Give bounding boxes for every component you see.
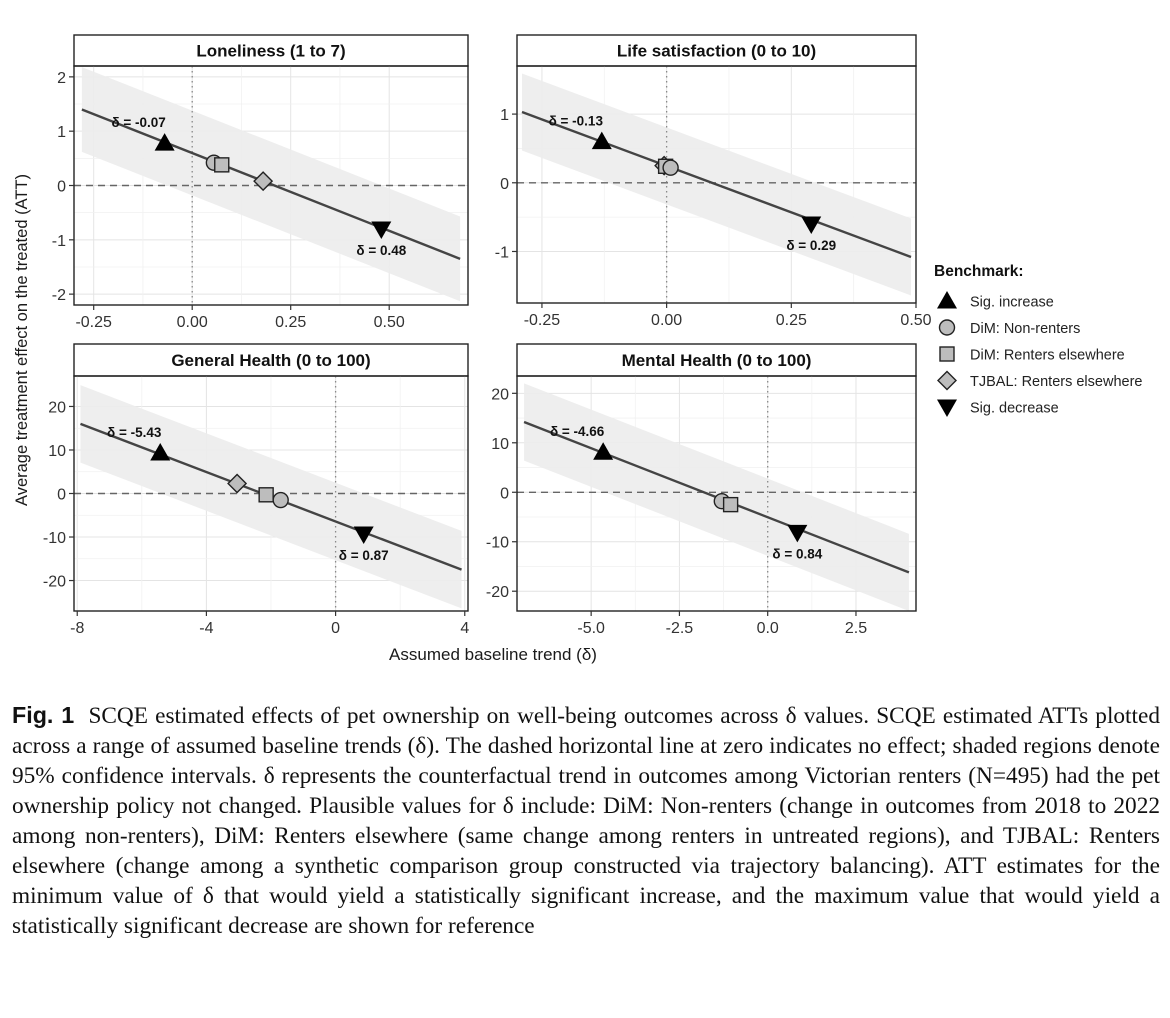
x-tick-label: -0.25: [75, 314, 112, 331]
x-tick-label: 2.5: [845, 620, 867, 637]
panel-loneliness-1-to-7: Loneliness (1 to 7) δ = -0.07 δ = 0.48 -2 -1…: [52, 34, 469, 331]
point-circle: [662, 159, 679, 176]
point-triangle-up: [593, 442, 614, 460]
square-icon: [939, 346, 955, 362]
delta-label: δ = -4.66: [550, 424, 605, 439]
x-tick-label: 0.25: [776, 312, 807, 329]
delta-label: δ = 0.87: [339, 548, 389, 563]
legend-title: Benchmark:: [934, 263, 1024, 280]
panel-title-strip: [516, 343, 917, 377]
panel-border: [516, 65, 917, 304]
y-tick-label: 0: [57, 487, 66, 504]
x-tick-label: -8: [70, 620, 84, 637]
point-square: [722, 496, 739, 513]
legend: Benchmark: Sig. increase DiM: Non-renters…: [934, 263, 1142, 417]
panel-border: [516, 375, 917, 612]
y-tick-label: 1: [500, 107, 509, 124]
legend-label: DiM: Non-renters: [970, 321, 1080, 337]
delta-label: δ = -0.07: [111, 115, 165, 130]
triangle-up-icon: [937, 291, 957, 309]
point-circle: [272, 491, 289, 509]
plot-area: [74, 66, 468, 305]
y-tick-label: -10: [486, 535, 509, 552]
x-tick-label: 0.50: [374, 314, 405, 331]
delta-label: δ = -0.13: [549, 114, 604, 129]
figure-panels: Average treatment effect on the treated …: [13, 34, 1142, 664]
panel-title-strip: [73, 34, 469, 67]
plot-area: [517, 66, 916, 303]
legend-label: Sig. decrease: [970, 401, 1059, 417]
y-tick-label: 0: [500, 176, 509, 193]
point-triangle-down: [787, 524, 808, 543]
y-tick-label: -10: [43, 530, 66, 547]
point-triangle-up: [150, 443, 171, 461]
x-tick-label: 0.00: [651, 312, 682, 329]
x-tick-label: 0: [331, 620, 340, 637]
x-tick-label: -4: [199, 620, 213, 637]
y-tick-label: -20: [43, 574, 66, 591]
y-tick-label: 20: [491, 386, 509, 403]
diamond-icon: [937, 370, 957, 391]
figure-caption: Fig. 1 SCQE estimated effects of pet own…: [12, 700, 1160, 941]
caption-text: SCQE estimated effects of pet ownership …: [12, 703, 1160, 939]
point-square: [214, 157, 230, 173]
y-tick-label: 20: [48, 399, 66, 416]
x-tick-label: 0.50: [900, 312, 931, 329]
point-triangle-up: [154, 133, 175, 151]
y-tick-label: 0: [57, 179, 66, 196]
legend-label: TJBAL: Renters elsewhere: [970, 374, 1142, 390]
x-tick-label: 0.25: [275, 314, 306, 331]
y-tick-label: -20: [486, 584, 509, 601]
att-line: [81, 108, 461, 260]
panel-mental-health-0-to-100: Mental Health (0 to 100) δ = -4.66 δ = 0.8…: [486, 343, 917, 637]
delta-label: δ = -5.43: [107, 425, 162, 440]
panel-title: Loneliness (1 to 7): [196, 42, 345, 61]
y-tick-label: -1: [495, 244, 509, 261]
point-triangle-down: [353, 526, 374, 544]
delta-label: δ = 0.84: [772, 546, 822, 561]
point-triangle-down: [801, 216, 822, 234]
point-diamond: [227, 473, 248, 494]
legend-label: Sig. increase: [970, 295, 1054, 311]
x-tick-label: -0.25: [524, 312, 561, 329]
y-tick-label: -1: [52, 233, 66, 250]
circle-icon: [938, 319, 956, 336]
point-triangle-up: [591, 131, 612, 150]
panel-general-health-0-to-100: General Health (0 to 100) δ = -5.43 δ = 0.…: [43, 343, 469, 637]
panels: Loneliness (1 to 7) δ = -0.07 δ = 0.48 -2 -1…: [43, 34, 932, 637]
y-tick-label: 2: [57, 70, 66, 87]
x-tick-label: -2.5: [666, 620, 694, 637]
point-square: [258, 487, 274, 503]
panel-life-satisfaction-0-to-10: Life satisfaction (0 to 10) δ = -0.13 δ = …: [495, 34, 932, 329]
x-tick-label: -5.0: [577, 620, 605, 637]
panel-title-strip: [73, 343, 469, 377]
att-line: [521, 110, 912, 259]
delta-label: δ = 0.48: [356, 243, 406, 258]
y-tick-label: 1: [57, 124, 66, 141]
y-tick-label: -2: [52, 287, 66, 304]
y-tick-label: 10: [48, 443, 66, 460]
point-triangle-down: [371, 221, 392, 239]
x-axis-label: Assumed baseline trend (δ): [389, 645, 597, 664]
delta-label: δ = 0.29: [786, 238, 836, 253]
panel-title: General Health (0 to 100): [171, 351, 370, 370]
x-tick-label: 0.0: [757, 620, 779, 637]
legend-label: DiM: Renters elsewhere: [970, 348, 1125, 364]
plot-area: [517, 376, 916, 611]
panel-title: Life satisfaction (0 to 10): [617, 42, 816, 61]
x-tick-label: 4: [460, 620, 469, 637]
y-tick-label: 0: [500, 485, 509, 502]
y-axis-label: Average treatment effect on the treated …: [13, 174, 31, 506]
y-tick-label: 10: [491, 436, 509, 453]
triangle-down-icon: [937, 399, 957, 417]
point-diamond: [253, 171, 274, 192]
panel-title: Mental Health (0 to 100): [622, 351, 812, 370]
x-tick-label: 0.00: [177, 314, 208, 331]
caption-label: Fig. 1: [12, 702, 75, 728]
